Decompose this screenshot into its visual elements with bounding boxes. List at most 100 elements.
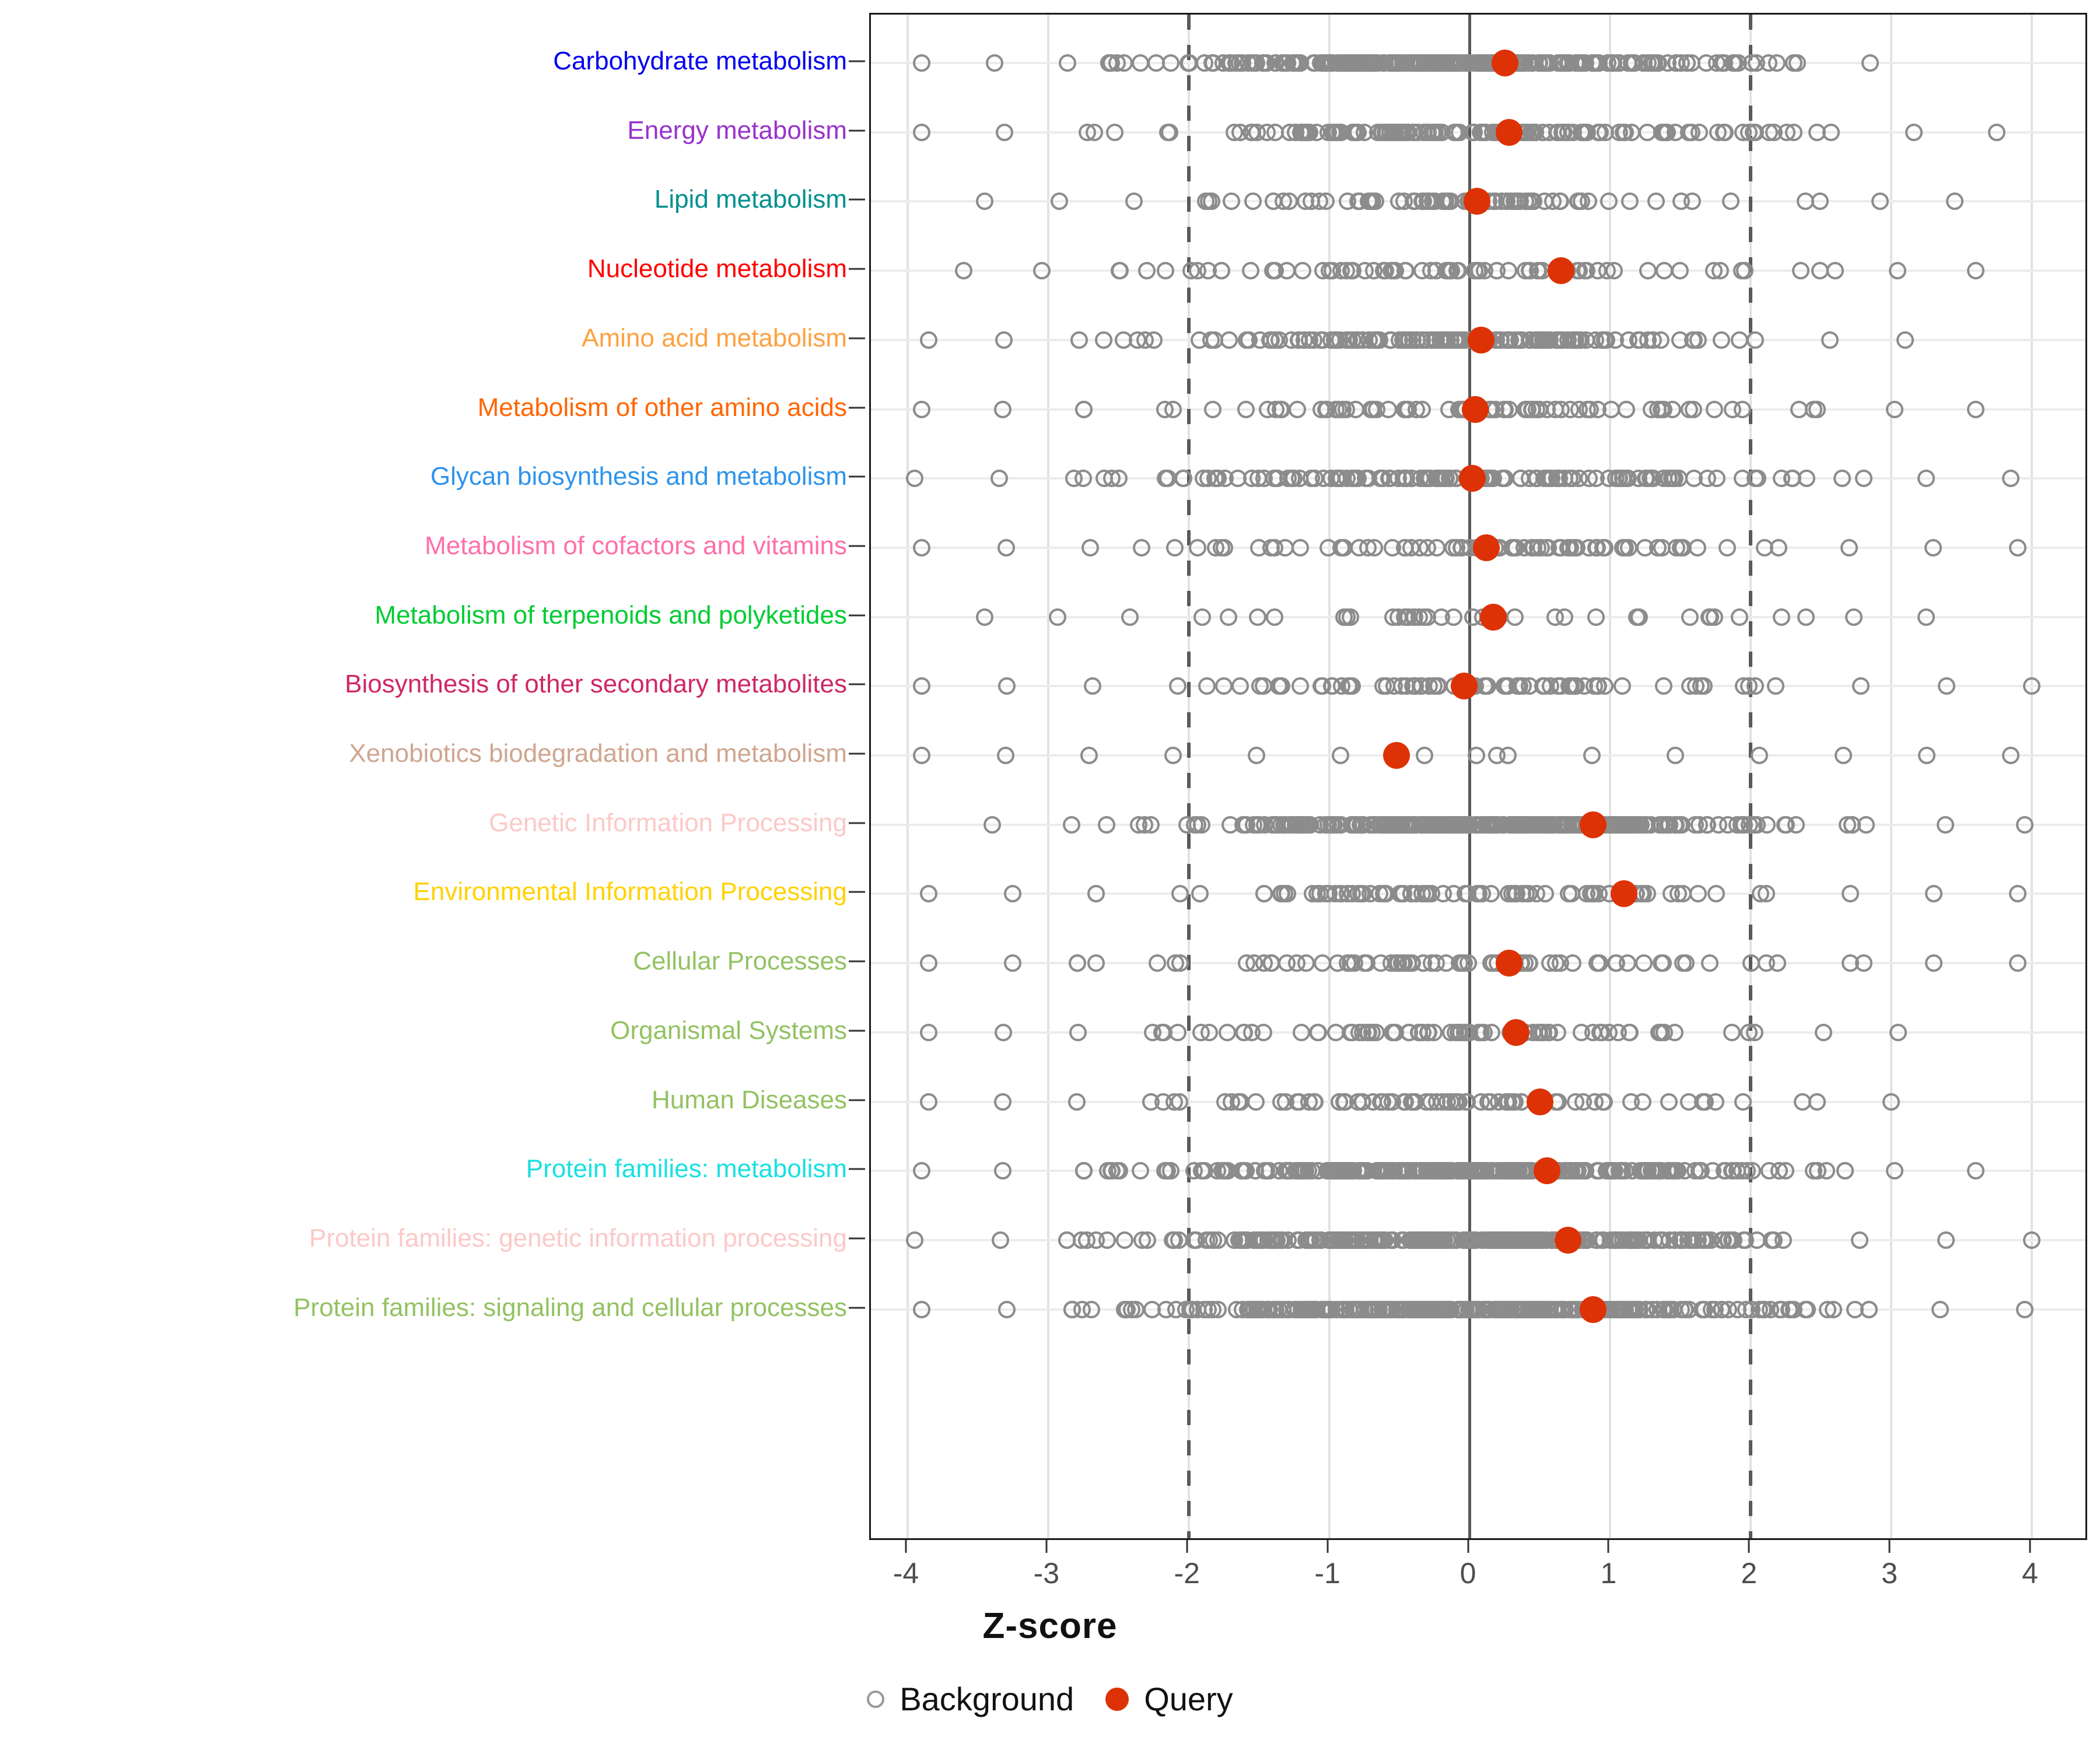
background-point [2008,538,2027,556]
background-point [1569,192,1587,211]
background-point [1656,262,1674,280]
background-point [1204,1231,1222,1249]
background-point [1751,885,1769,903]
query-point-3 [1548,257,1575,285]
background-point [1391,1162,1409,1180]
query-point-0 [1491,50,1518,76]
query-point-8 [1480,603,1507,631]
background-point [997,538,1015,556]
y-axis-label-0: Carbohydrate metabolism [553,47,847,75]
background-point [1115,1231,1133,1249]
background-point [1062,816,1080,834]
background-point [1483,1231,1502,1249]
x-axis-tick-7 [1888,1540,1891,1553]
background-point [1298,123,1317,141]
y-axis-label-17: Protein families: genetic information pr… [309,1223,847,1252]
background-point [1690,816,1708,834]
background-point [1156,470,1174,488]
background-point [1003,954,1021,972]
background-point [1506,538,1524,556]
background-point [1182,262,1200,280]
y-axis-tick-15 [849,1099,865,1101]
background-point [2023,677,2041,695]
background-point [1746,331,1764,349]
background-point [1692,677,1710,695]
background-point [1577,885,1595,903]
background-point [1251,677,1269,695]
background-point [1466,816,1484,834]
background-point [1255,885,1273,903]
background-point [1444,538,1462,556]
background-point [1734,1093,1752,1111]
background-point [1550,192,1569,211]
query-point-6 [1459,465,1486,492]
background-point [1441,1093,1460,1111]
background-point [1469,885,1488,903]
y-axis-tick-14 [849,1030,865,1032]
background-point [1443,262,1461,280]
background-point [1266,608,1284,626]
background-point [1701,608,1719,626]
y-axis-label-13: Cellular Processes [633,947,847,976]
background-point [1855,954,1873,972]
background-point [1364,331,1382,349]
x-axis-tick-label-3: -1 [1314,1557,1340,1590]
y-axis-tick-13 [849,960,865,963]
x-axis-tick-1 [1045,1540,1048,1553]
background-point [1966,400,1985,418]
background-point [1348,1300,1366,1318]
background-point [906,470,924,488]
background-point [1440,400,1458,418]
background-point [1833,470,1851,488]
background-point [1247,1093,1265,1111]
background-point [1510,331,1528,349]
background-point [1402,885,1420,903]
background-point [998,1300,1016,1318]
background-point [1808,123,1826,141]
background-point [1117,1300,1135,1318]
y-axis-label-5: Metabolism of other amino acids [477,393,847,422]
background-point [1065,470,1083,488]
background-point [1945,192,1964,211]
background-point [1650,1023,1668,1041]
background-point [1164,747,1182,764]
background-point [1130,816,1148,834]
background-point [1320,538,1338,556]
y-axis-tick-10 [849,752,865,755]
background-point [1234,1023,1252,1041]
background-point [1773,1300,1791,1318]
query-point-15 [1526,1088,1553,1115]
background-point [1470,1300,1488,1318]
x-axis-tick-3 [1326,1540,1329,1553]
background-point [2015,1300,2034,1318]
background-point [1670,470,1688,488]
background-point [1121,608,1139,626]
background-point [995,331,1013,349]
background-point [1701,954,1719,972]
y-axis-label-3: Nucleotide metabolism [587,254,847,284]
background-point [1199,1300,1217,1318]
plot-panel [869,13,2087,1540]
background-point [1581,400,1600,418]
background-point [1378,816,1396,834]
background-point [1324,816,1342,834]
x-axis-tick-8 [2029,1540,2031,1553]
background-point [1595,1093,1614,1111]
background-point [1166,954,1184,972]
background-point [1068,954,1086,972]
background-point [1693,1093,1712,1111]
background-point [1402,1093,1420,1111]
y-axis-label-14: Organismal Systems [610,1016,847,1045]
background-point [1087,954,1105,972]
background-point [1769,538,1787,556]
background-point [1289,1231,1307,1249]
y-axis-label-1: Energy metabolism [627,116,847,145]
background-point [1808,400,1826,418]
background-point [1560,885,1578,903]
vertical-gridline-0 [907,15,909,1538]
y-axis-tick-6 [849,475,865,478]
background-point [1742,54,1760,72]
background-point [1156,262,1174,280]
background-point [1474,1162,1492,1180]
